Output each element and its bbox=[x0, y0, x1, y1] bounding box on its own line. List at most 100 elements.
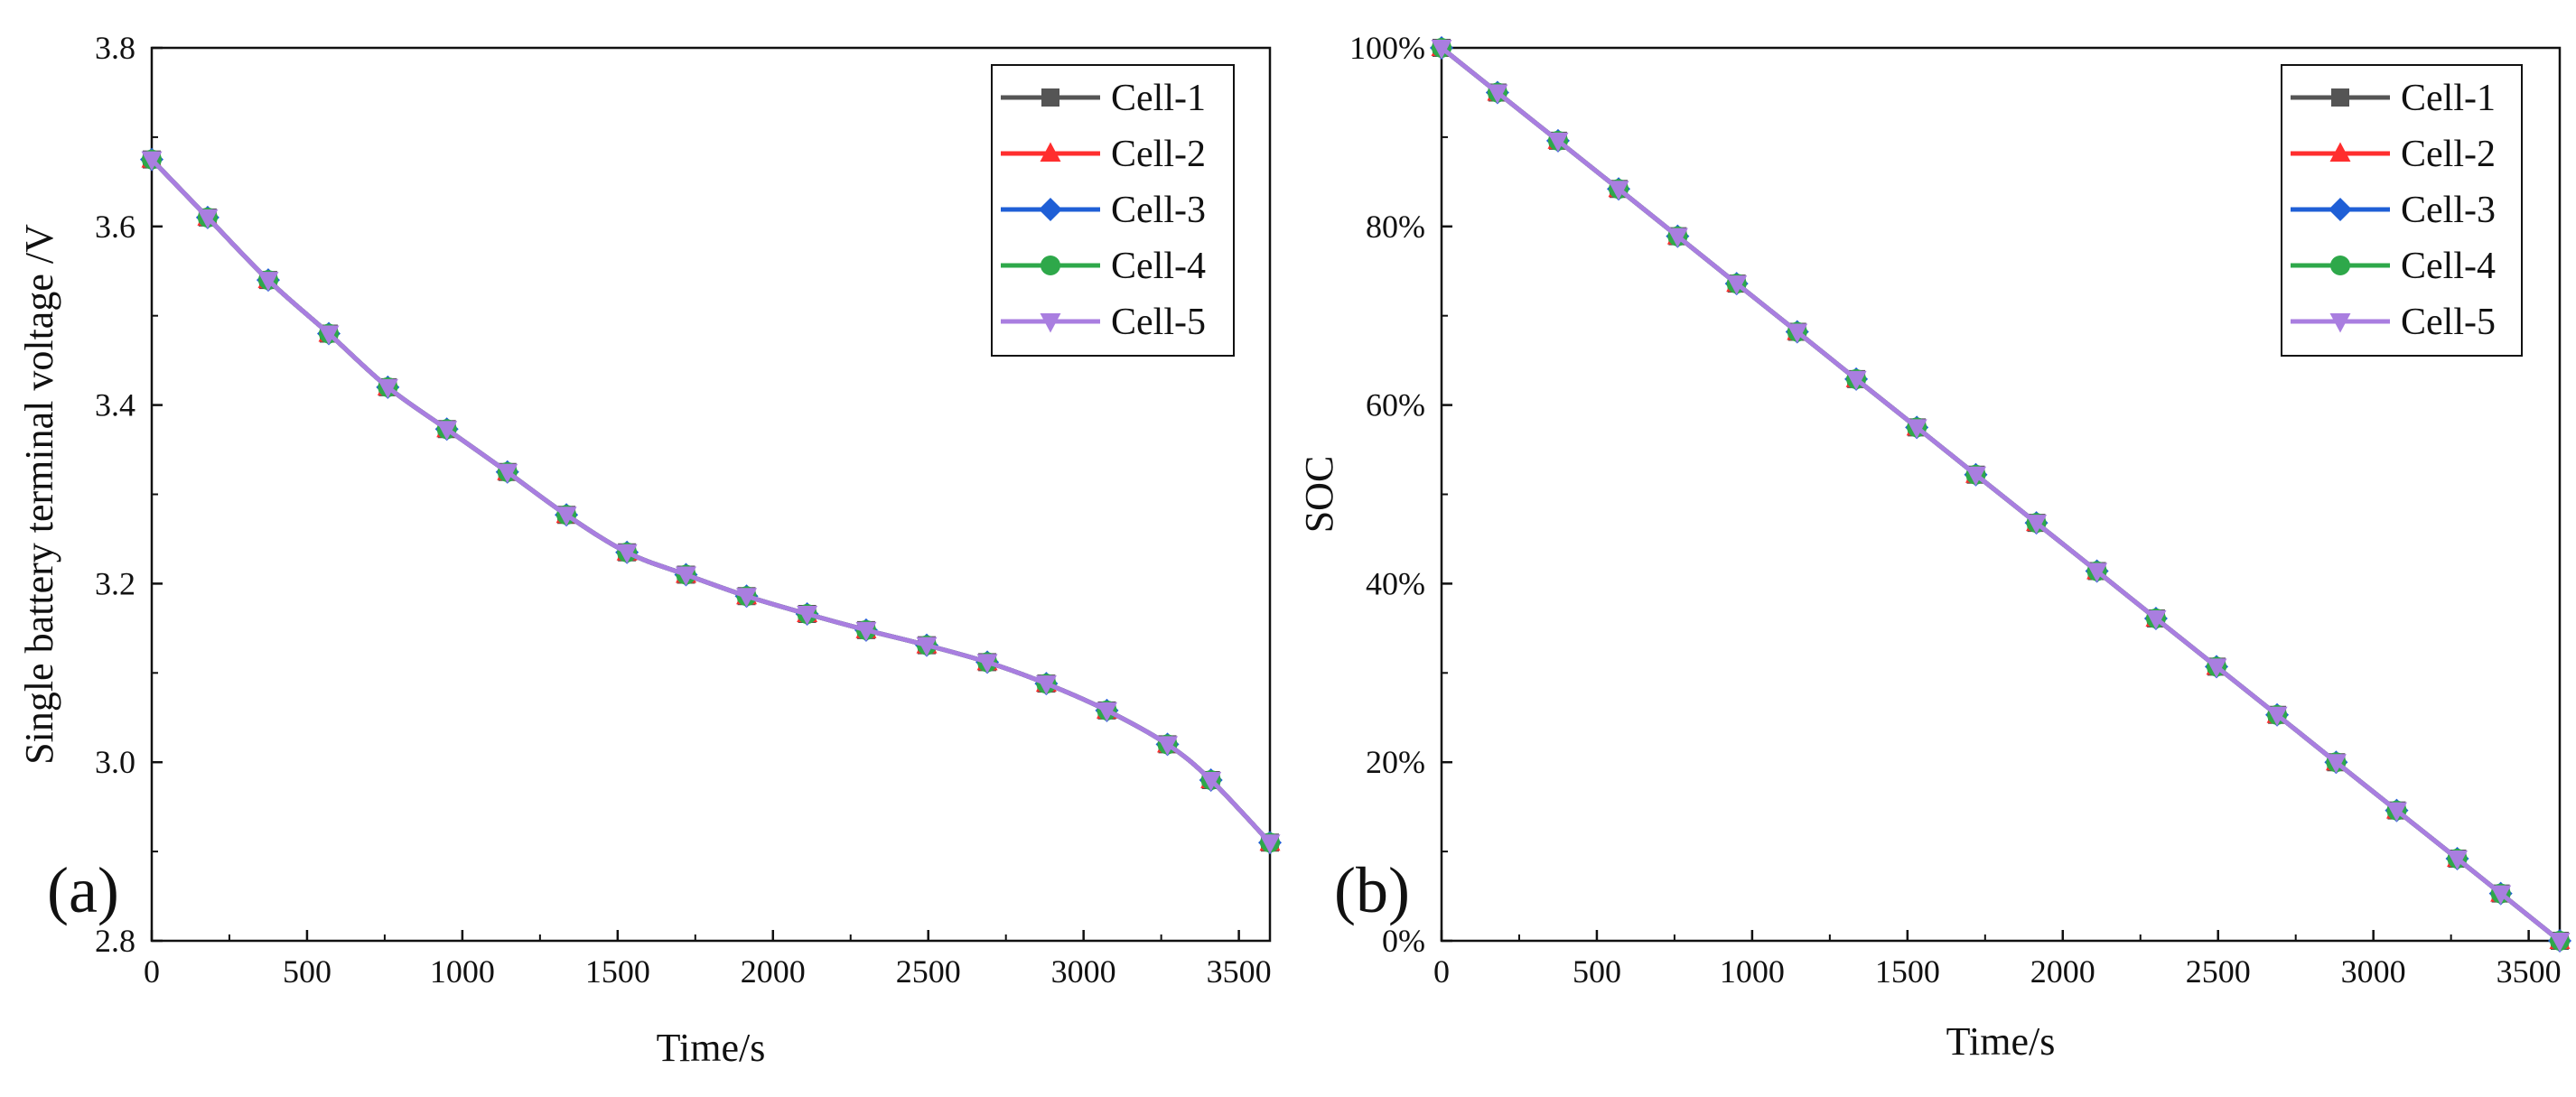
x-axis-title: Time/s bbox=[657, 1026, 766, 1070]
legend-label: Cell-4 bbox=[1111, 246, 1206, 287]
data-point bbox=[141, 151, 163, 172]
data-point bbox=[1906, 419, 1927, 439]
x-tick-label: 2500 bbox=[896, 953, 961, 990]
legend-item: Cell-3 bbox=[2291, 190, 2496, 231]
legend-swatch-marker bbox=[1041, 256, 1060, 275]
data-point bbox=[1431, 40, 1452, 60]
legend-label: Cell-5 bbox=[1111, 302, 1206, 343]
y-tick-label: 20% bbox=[1366, 744, 1425, 780]
x-tick-label: 3500 bbox=[2497, 953, 2562, 990]
legend-swatch-marker bbox=[2329, 142, 2351, 162]
data-point bbox=[2026, 515, 2048, 535]
legend-label: Cell-1 bbox=[2401, 78, 2496, 119]
y-tick-label: 80% bbox=[1366, 209, 1425, 245]
legend-swatch-marker bbox=[2330, 256, 2350, 275]
x-tick-label: 1000 bbox=[430, 953, 495, 990]
legend-label: Cell-5 bbox=[2401, 302, 2496, 343]
series-line bbox=[1440, 46, 2562, 943]
legend: Cell-1 Cell-2 Cell-3 Cell-4 Cell-5 bbox=[2281, 64, 2523, 357]
data-point bbox=[2490, 885, 2512, 906]
legend-label: Cell-2 bbox=[2401, 134, 2496, 175]
legend-item: Cell-5 bbox=[1001, 302, 1206, 343]
series-cell-5 bbox=[141, 151, 1281, 854]
y-tick-label: 2.8 bbox=[95, 923, 135, 959]
data-point bbox=[555, 507, 577, 526]
legend-swatch-marker bbox=[2329, 313, 2351, 333]
y-tick-label: 40% bbox=[1366, 565, 1425, 601]
y-tick-label: 3.2 bbox=[95, 565, 135, 601]
panel-a-voltage-chart: 0 500 1000 1500 2000 2500 3000 3500 2.8 3.0 3.2 3.4… bbox=[17, 30, 1282, 1070]
data-point bbox=[1259, 834, 1281, 854]
data-point bbox=[1666, 228, 1688, 248]
series-group bbox=[1430, 36, 2571, 953]
data-point bbox=[2206, 658, 2227, 678]
y-axis-title: Single battery terminal voltage /V bbox=[17, 224, 61, 765]
y-tick-label: 3.0 bbox=[95, 744, 135, 780]
y-tick-label: 60% bbox=[1366, 387, 1425, 423]
x-tick-label: 1500 bbox=[585, 953, 650, 990]
x-tick-label: 2000 bbox=[2030, 953, 2095, 990]
legend-item: Cell-3 bbox=[1001, 190, 1206, 231]
x-tick-label: 1500 bbox=[1875, 953, 1940, 990]
y-tick-label: 3.6 bbox=[95, 209, 135, 245]
x-tick-label: 0 bbox=[144, 953, 160, 990]
legend-swatch-marker bbox=[1040, 313, 1061, 333]
data-point bbox=[318, 325, 340, 345]
legend-item: Cell-1 bbox=[1001, 78, 1206, 119]
x-tick-label: 500 bbox=[283, 953, 331, 990]
panel-label: (a) bbox=[47, 854, 119, 926]
data-point bbox=[736, 588, 758, 608]
data-point bbox=[2549, 933, 2571, 953]
panel-label: (b) bbox=[1334, 854, 1410, 926]
data-point bbox=[1547, 132, 1569, 153]
series-cell-5 bbox=[1431, 40, 2571, 953]
legend-swatch-marker bbox=[1041, 88, 1059, 107]
data-point bbox=[916, 637, 938, 657]
x-tick-label: 2500 bbox=[2186, 953, 2251, 990]
x-tick-label: 3000 bbox=[2341, 953, 2406, 990]
y-tick-label: 3.8 bbox=[95, 30, 135, 66]
legend-item: Cell-4 bbox=[2291, 246, 2496, 287]
data-point bbox=[1487, 84, 1508, 104]
data-point bbox=[675, 566, 696, 587]
legend-swatch-marker bbox=[2329, 198, 2352, 221]
x-tick-label: 3500 bbox=[1207, 953, 1272, 990]
legend-label: Cell-3 bbox=[2401, 190, 2496, 231]
data-point bbox=[1787, 323, 1808, 344]
data-point bbox=[2145, 609, 2167, 630]
legend-item: Cell-1 bbox=[2291, 78, 2496, 119]
legend-item: Cell-5 bbox=[2291, 302, 2496, 343]
data-point bbox=[2086, 562, 2108, 583]
series-group bbox=[140, 147, 1282, 855]
legend-item: Cell-2 bbox=[2291, 134, 2496, 175]
x-tick-label: 1000 bbox=[1720, 953, 1785, 990]
data-point bbox=[1096, 702, 1117, 722]
legend-swatch-marker bbox=[1040, 142, 1061, 162]
data-point bbox=[797, 606, 818, 626]
y-tick-label: 3.4 bbox=[95, 387, 135, 423]
x-axis-title: Time/s bbox=[1946, 1019, 2056, 1064]
data-point bbox=[1200, 771, 1222, 792]
y-axis-title: SOC bbox=[1297, 456, 1341, 534]
legend-swatch-marker bbox=[2331, 88, 2349, 107]
data-point bbox=[1965, 466, 1986, 487]
legend-label: Cell-4 bbox=[2401, 246, 2496, 287]
x-tick-label: 0 bbox=[1433, 953, 1450, 990]
data-point bbox=[1726, 275, 1748, 295]
legend-swatch-marker bbox=[1039, 198, 1062, 221]
data-point bbox=[855, 621, 877, 642]
data-point bbox=[1157, 736, 1179, 756]
legend-item: Cell-4 bbox=[1001, 246, 1206, 287]
legend-label: Cell-3 bbox=[1111, 190, 1206, 231]
data-point bbox=[197, 209, 219, 229]
data-point bbox=[1608, 181, 1629, 200]
data-point bbox=[257, 272, 279, 292]
data-point bbox=[976, 654, 998, 674]
data-point bbox=[497, 463, 518, 484]
data-point bbox=[2447, 851, 2469, 870]
y-tick-label: 100% bbox=[1349, 30, 1425, 66]
data-point bbox=[2325, 754, 2347, 774]
legend: Cell-1 Cell-2 Cell-3 Cell-4 Cell-5 bbox=[991, 64, 1235, 357]
